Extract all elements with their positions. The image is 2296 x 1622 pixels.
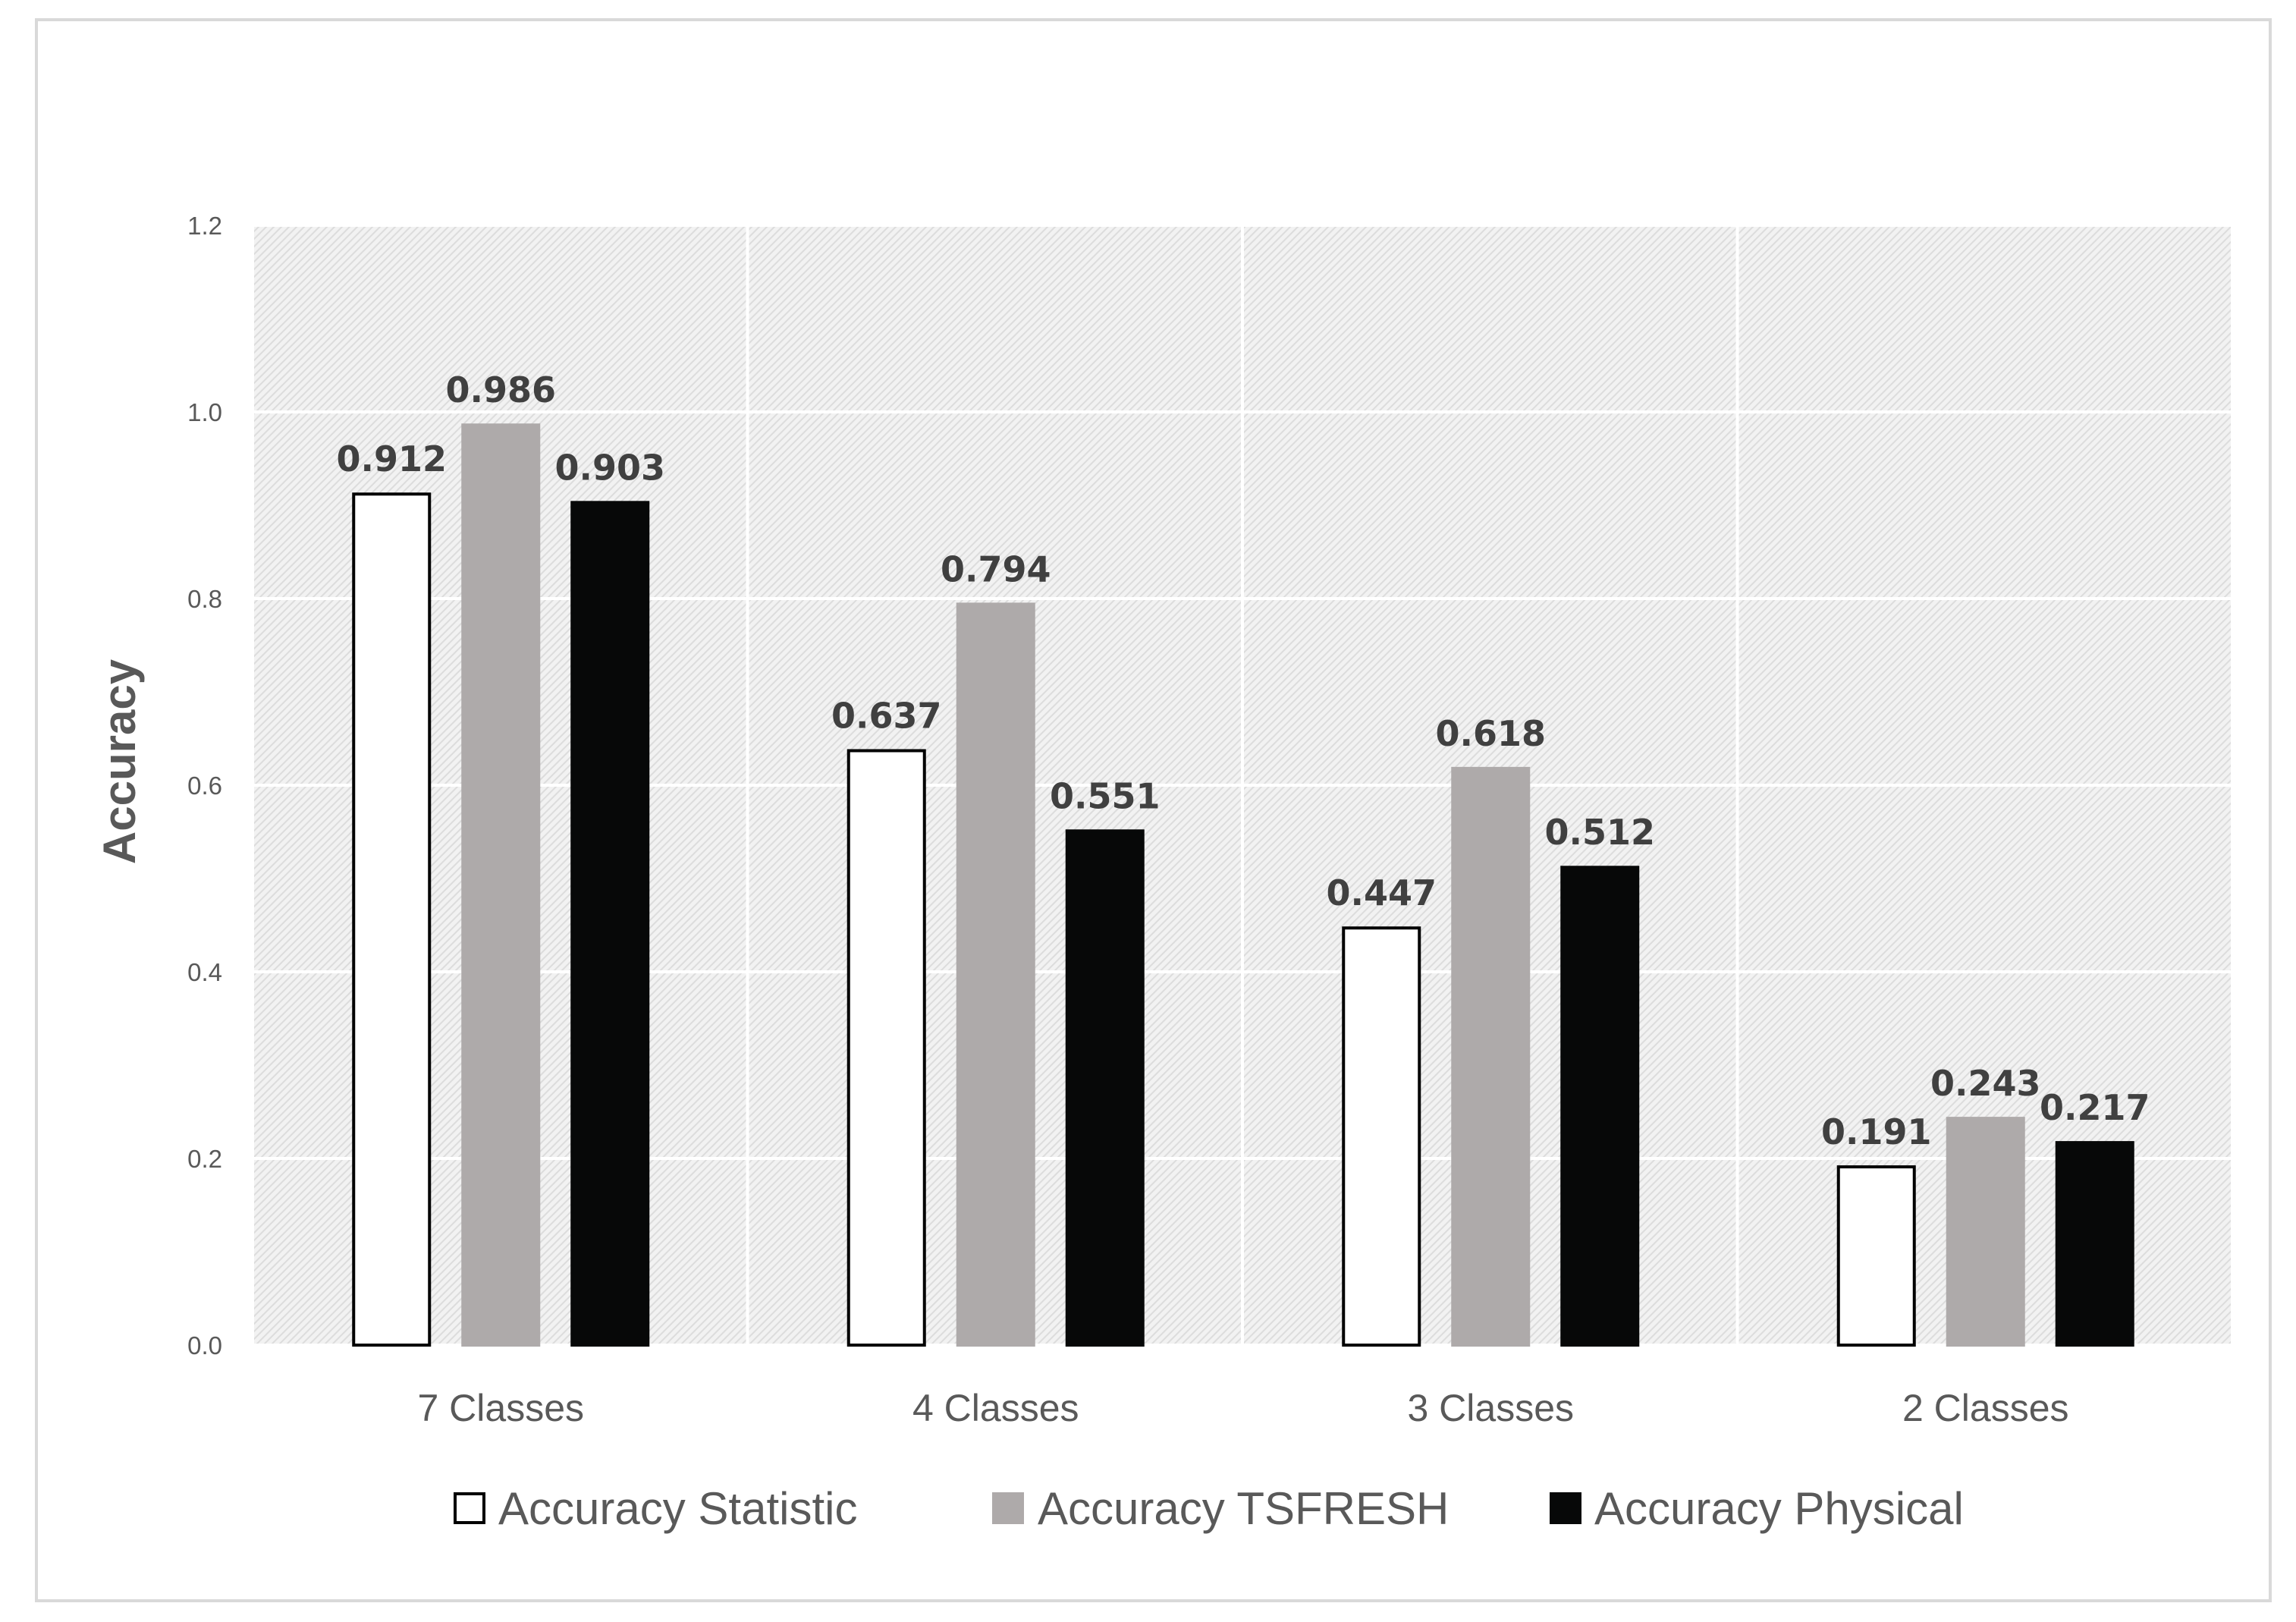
data-labels: 0.912 0.986 0.903 0.637 0.794 0.551 0.447 0.618… — [336, 369, 2150, 1152]
bar-accuracy-physical — [570, 501, 650, 1347]
y-tick-label: 0.0 — [187, 1331, 222, 1360]
legend: Accuracy Statistic Accuracy TSFRESH Accura… — [454, 1483, 1964, 1534]
y-tick-label: 0.4 — [187, 958, 222, 986]
data-label: 0.217 — [2040, 1087, 2150, 1128]
x-tick-label: 4 Classes — [912, 1387, 1079, 1429]
y-axis-tick-labels: 0.0 0.2 0.4 0.6 0.8 1.0 1.2 — [187, 212, 222, 1360]
bar-accuracy-physical — [1065, 829, 1145, 1347]
data-label: 0.637 — [831, 695, 942, 736]
legend-swatch — [992, 1492, 1024, 1524]
data-label: 0.447 — [1326, 872, 1437, 913]
data-label: 0.512 — [1544, 812, 1655, 853]
data-label: 0.618 — [1435, 713, 1546, 754]
bar-accuracy-tsfresh — [1451, 766, 1531, 1347]
bar-accuracy-tsfresh — [461, 423, 541, 1347]
data-label: 0.794 — [941, 549, 1051, 589]
data-label: 0.191 — [1821, 1111, 1932, 1152]
data-label: 0.243 — [1930, 1063, 2041, 1104]
x-tick-label: 7 Classes — [417, 1387, 584, 1429]
bar-accuracy-tsfresh — [956, 602, 1035, 1347]
bar-accuracy-physical — [1560, 866, 1640, 1347]
data-label: 0.551 — [1050, 775, 1161, 816]
y-axis-title: Accuracy — [94, 659, 145, 864]
y-tick-label: 0.8 — [187, 585, 222, 613]
legend-swatch — [454, 1492, 485, 1524]
y-tick-label: 0.6 — [187, 772, 222, 800]
bar-accuracy-tsfresh — [1946, 1117, 2025, 1347]
bars — [352, 423, 2134, 1347]
legend-label: Accuracy TSFRESH — [1038, 1483, 1449, 1534]
bar-accuracy-statistic — [352, 492, 432, 1347]
bar-accuracy-statistic — [1836, 1165, 1916, 1347]
legend-swatch — [1550, 1492, 1581, 1524]
x-tick-label: 2 Classes — [1902, 1387, 2069, 1429]
y-tick-label: 1.2 — [187, 212, 222, 240]
y-tick-label: 0.2 — [187, 1145, 222, 1173]
gridlines — [251, 224, 2234, 1347]
legend-label: Accuracy Physical — [1594, 1483, 1964, 1534]
x-tick-label: 3 Classes — [1407, 1387, 1574, 1429]
bar-accuracy-physical — [2055, 1141, 2134, 1347]
x-axis-category-labels: 7 Classes 4 Classes 3 Classes 2 Classes — [417, 1387, 2068, 1429]
y-tick-label: 1.0 — [187, 398, 222, 426]
bar-accuracy-statistic — [1342, 926, 1421, 1347]
data-label: 0.903 — [554, 447, 665, 488]
bar-accuracy-statistic — [846, 749, 926, 1347]
data-label: 0.912 — [336, 439, 447, 479]
data-label: 0.986 — [445, 369, 556, 410]
legend-label: Accuracy Statistic — [498, 1483, 857, 1534]
